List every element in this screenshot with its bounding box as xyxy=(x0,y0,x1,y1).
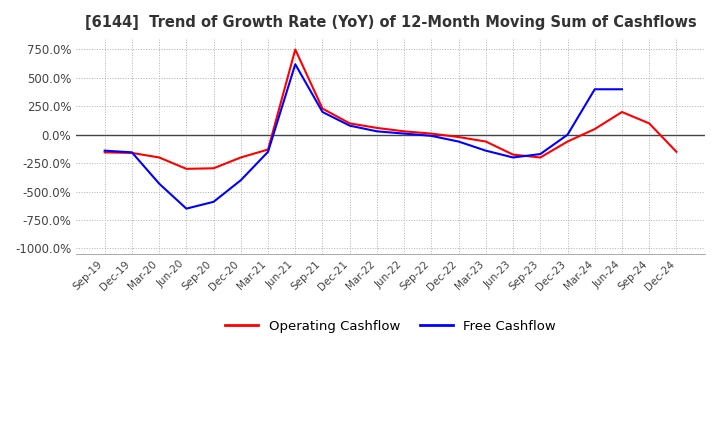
Title: [6144]  Trend of Growth Rate (YoY) of 12-Month Moving Sum of Cashflows: [6144] Trend of Growth Rate (YoY) of 12-… xyxy=(85,15,696,30)
Legend: Operating Cashflow, Free Cashflow: Operating Cashflow, Free Cashflow xyxy=(220,315,562,338)
